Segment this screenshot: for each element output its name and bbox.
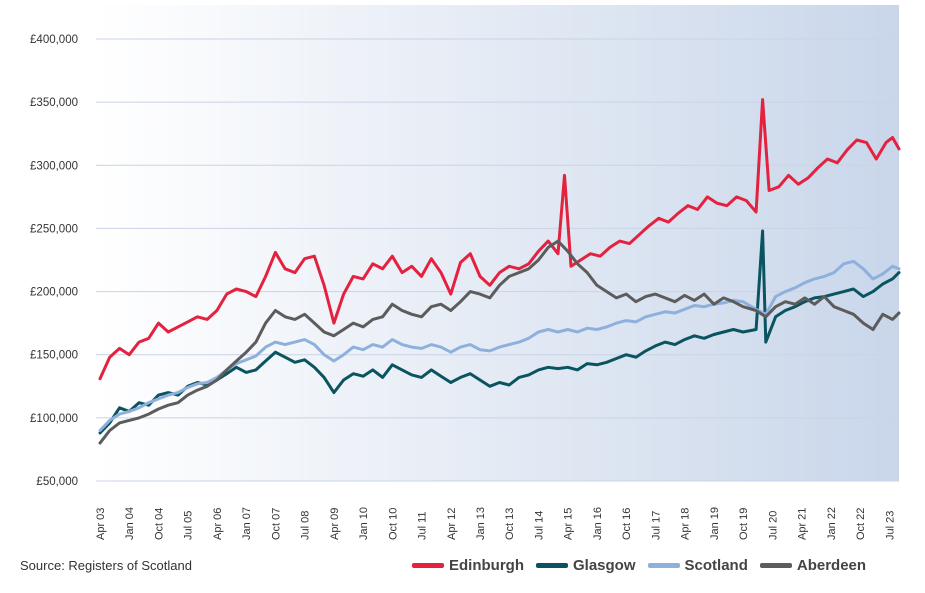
legend-item-scotland: Scotland [647, 557, 748, 574]
y-tick-label: £100,000 [30, 413, 78, 425]
series-lines [98, 98, 901, 445]
x-tick-label: Jan 04 [124, 507, 136, 540]
legend-item-glasgow: Glasgow [536, 557, 636, 574]
x-tick-label: Jan 10 [358, 507, 370, 540]
x-tick-label: Jul 11 [417, 511, 429, 540]
legend-label-edinburgh: Edinburgh [449, 557, 524, 574]
x-tick-label: Apr 15 [563, 508, 575, 540]
y-tick-label: £400,000 [30, 34, 78, 46]
legend-item-edinburgh: Edinburgh [412, 557, 524, 574]
x-axis: Apr 03 Jan 04 Oct 04 Jul 05 Apr 06 Jan 07 Oct … [95, 507, 896, 540]
x-tick-label: Apr 03 [95, 508, 107, 540]
x-tick-label: Jul 20 [767, 511, 779, 540]
x-tick-label: Apr 12 [446, 508, 458, 540]
y-tick-label: £350,000 [30, 97, 78, 109]
x-tick-label: Oct 04 [153, 508, 165, 540]
x-tick-label: Oct 22 [855, 508, 867, 540]
x-tick-label: Jan 22 [826, 507, 838, 540]
legend-swatch-glasgow [536, 563, 568, 568]
legend-label-glasgow: Glasgow [573, 557, 636, 574]
series-line-edinburgh [98, 98, 901, 381]
series-line-aberdeen [98, 239, 901, 445]
legend-swatch-aberdeen [759, 563, 792, 568]
line-chart: £50,000 £100,000 £150,000 £200,000 £250,000 £… [30, 5, 901, 540]
x-tick-label: Jul 17 [650, 511, 662, 540]
x-tick-label: Jul 08 [300, 511, 312, 540]
y-tick-label: £150,000 [30, 350, 78, 362]
x-tick-label: Jul 14 [533, 511, 545, 540]
x-tick-label: Oct 16 [621, 508, 633, 540]
y-tick-label: £300,000 [30, 160, 78, 172]
y-tick-label: £200,000 [30, 287, 78, 299]
x-tick-label: Oct 19 [738, 508, 750, 540]
y-axis: £50,000 £100,000 £150,000 £200,000 £250,000 £… [30, 34, 78, 488]
y-tick-label: £50,000 [36, 476, 78, 488]
legend-swatch-scotland [647, 563, 680, 568]
x-tick-label: Apr 06 [212, 508, 224, 540]
legend-label-scotland: Scotland [684, 557, 748, 574]
y-tick-label: £250,000 [30, 223, 78, 235]
x-tick-label: Apr 09 [329, 508, 341, 540]
series-line-glasgow [98, 229, 901, 435]
x-tick-label: Jul 23 [884, 511, 896, 540]
x-tick-label: Oct 07 [270, 508, 282, 540]
x-tick-label: Apr 18 [680, 508, 692, 540]
x-tick-label: Jan 16 [592, 507, 604, 540]
legend-item-aberdeen: Aberdeen [759, 557, 867, 574]
x-tick-label: Jan 13 [475, 507, 487, 540]
source-note: Source: Registers of Scotland [20, 558, 192, 573]
legend: Edinburgh Glasgow Scotland Aberdeen [412, 557, 878, 574]
x-tick-label: Oct 10 [387, 508, 399, 540]
legend-swatch-edinburgh [412, 563, 444, 568]
x-tick-label: Jul 05 [183, 511, 195, 540]
x-tick-label: Jan 19 [709, 507, 721, 540]
legend-label-aberdeen: Aberdeen [796, 557, 867, 574]
plot-background [96, 5, 899, 481]
x-tick-label: Oct 13 [504, 508, 516, 540]
x-tick-label: Apr 21 [797, 508, 809, 540]
x-tick-label: Jan 07 [241, 507, 253, 540]
